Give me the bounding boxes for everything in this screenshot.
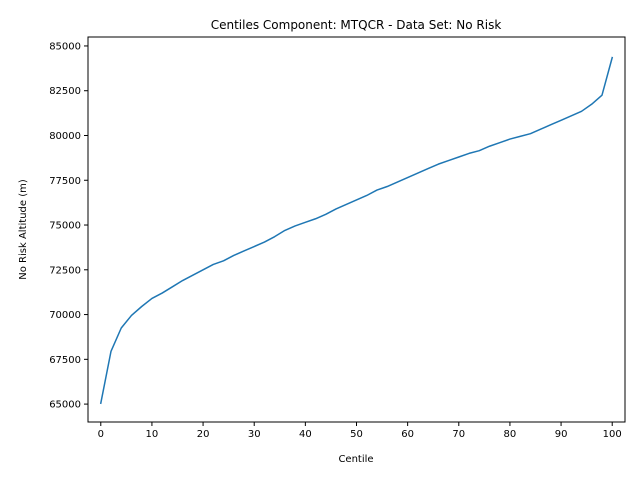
series-line [99,56,614,405]
chart-title: Centiles Component: MTQCR - Data Set: No… [211,18,502,32]
y-tick-label: 85000 [49,41,81,52]
x-axis-label: Centile [338,454,373,465]
y-axis: 65000 67500 70000 72500 75000 77500 80000 82500… [49,41,88,411]
y-tick-label: 77500 [49,176,81,187]
y-tick-label: 70000 [49,310,81,321]
x-tick-label: 10 [146,429,159,440]
x-tick-label: 80 [504,429,517,440]
x-tick-label: 60 [401,429,414,440]
x-tick-label: 20 [197,429,210,440]
y-tick-label: 80000 [49,131,81,142]
y-tick-label: 75000 [49,221,81,232]
x-axis: 0 10 20 30 40 50 60 70 80 90 100 [98,422,622,440]
y-tick-label: 67500 [49,355,81,366]
x-tick-label: 90 [555,429,568,440]
series-layer [99,56,614,405]
x-tick-label: 70 [452,429,465,440]
plot-frame [87,36,626,423]
x-tick-label: 0 [98,429,104,440]
y-tick-label: 65000 [49,400,81,411]
y-tick-label: 72500 [49,265,81,276]
x-tick-label: 100 [603,429,622,440]
x-tick-label: 40 [299,429,312,440]
y-tick-label: 82500 [49,86,81,97]
x-tick-label: 30 [248,429,261,440]
y-axis-label: No Risk Altitude (m) [18,179,29,280]
x-tick-label: 50 [350,429,363,440]
